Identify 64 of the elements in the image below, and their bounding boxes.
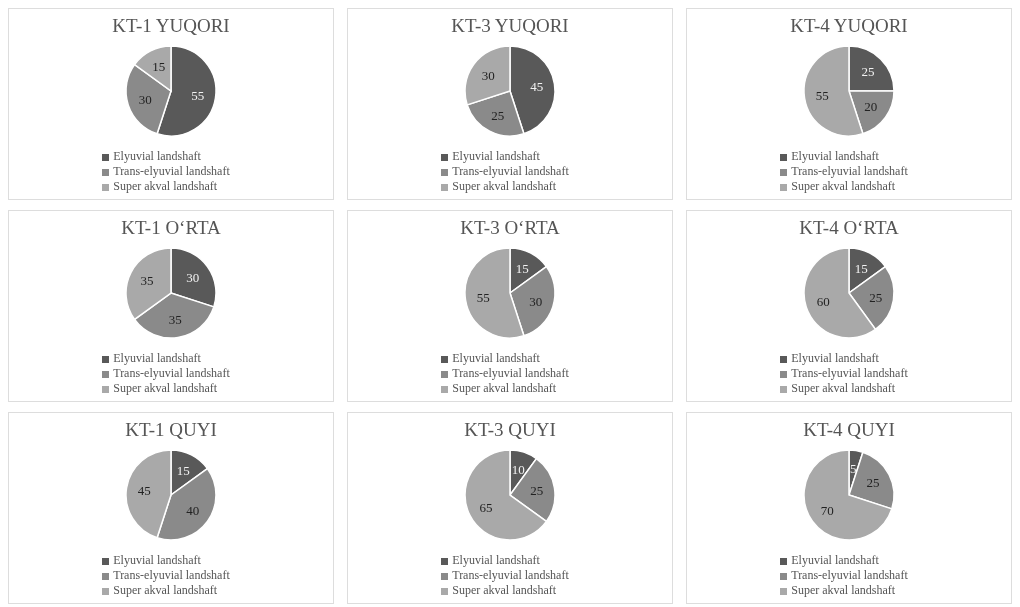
chart-title: KT-1 YUQORI [112, 15, 230, 38]
legend-label: Trans-elyuvial landshaft [791, 366, 908, 380]
data-label: 25 [861, 64, 875, 80]
legend-label: Trans-elyuvial landshaft [113, 164, 230, 178]
legend-label: Super akval landshaft [791, 583, 896, 597]
legend-label: Super akval landshaft [452, 179, 557, 193]
legend-label: Trans-elyuvial landshaft [452, 568, 569, 582]
data-label: 5 [849, 460, 857, 476]
legend-label: Elyuvial landshaft [791, 351, 879, 365]
data-label: 45 [137, 483, 151, 499]
data-label: 30 [481, 67, 495, 83]
legend-label: Elyuvial landshaft [113, 351, 201, 365]
data-label: 30 [186, 269, 200, 285]
legend-label: Super akval landshaft [452, 583, 557, 597]
data-label: 55 [815, 87, 829, 103]
chart-title: KT-4 O‘RTA [799, 217, 899, 240]
legend-label: Elyuvial landshaft [791, 149, 879, 163]
data-label: 55 [476, 289, 490, 305]
data-label: 15 [152, 59, 166, 75]
legend-label: Trans-elyuvial landshaft [791, 164, 908, 178]
legend-label: Trans-elyuvial landshaft [113, 568, 230, 582]
data-label: 25 [866, 475, 880, 491]
legend-label: Trans-elyuvial landshaft [113, 366, 230, 380]
legend-label: Super akval landshaft [113, 179, 218, 193]
data-label: 65 [479, 499, 493, 515]
data-label: 45 [530, 79, 544, 95]
legend-label: Trans-elyuvial landshaft [452, 164, 569, 178]
pie-slice [803, 449, 893, 541]
data-label: 25 [491, 107, 505, 123]
data-label: 15 [176, 463, 190, 479]
data-label: 35 [168, 312, 182, 328]
legend-label: Trans-elyuvial landshaft [791, 568, 908, 582]
chart-title: KT-1 O‘RTA [121, 217, 221, 240]
chart-title: KT-4 YUQORI [790, 15, 908, 38]
legend-label: Super akval landshaft [452, 381, 557, 395]
data-label: 15 [515, 261, 529, 277]
data-label: 15 [854, 261, 868, 277]
data-label: 20 [864, 99, 878, 115]
legend-label: Elyuvial landshaft [113, 553, 201, 567]
data-label: 25 [530, 483, 544, 499]
data-label: 10 [511, 461, 525, 477]
legend-label: Trans-elyuvial landshaft [452, 366, 569, 380]
legend-label: Elyuvial landshaft [452, 149, 540, 163]
legend-label: Elyuvial landshaft [113, 149, 201, 163]
legend-label: Super akval landshaft [113, 381, 218, 395]
legend-label: Elyuvial landshaft [452, 351, 540, 365]
chart-title: KT-3 QUYI [464, 419, 556, 442]
legend-label: Super akval landshaft [791, 179, 896, 193]
chart-title: KT-3 YUQORI [451, 15, 569, 38]
chart-title: KT-3 O‘RTA [460, 217, 560, 240]
data-label: 55 [191, 87, 205, 103]
data-label: 30 [138, 91, 152, 107]
legend-label: Elyuvial landshaft [452, 553, 540, 567]
legend-label: Super akval landshaft [791, 381, 896, 395]
legend-label: Elyuvial landshaft [791, 553, 879, 567]
data-label: 35 [140, 273, 154, 289]
data-label: 30 [529, 293, 543, 309]
legend-label: Super akval landshaft [113, 583, 218, 597]
data-label: 60 [816, 293, 830, 309]
chart-title: KT-4 QUYI [803, 419, 895, 442]
data-label: 40 [186, 503, 200, 519]
chart-title: KT-1 QUYI [125, 419, 217, 442]
data-label: 25 [869, 289, 883, 305]
data-label: 70 [820, 503, 834, 519]
